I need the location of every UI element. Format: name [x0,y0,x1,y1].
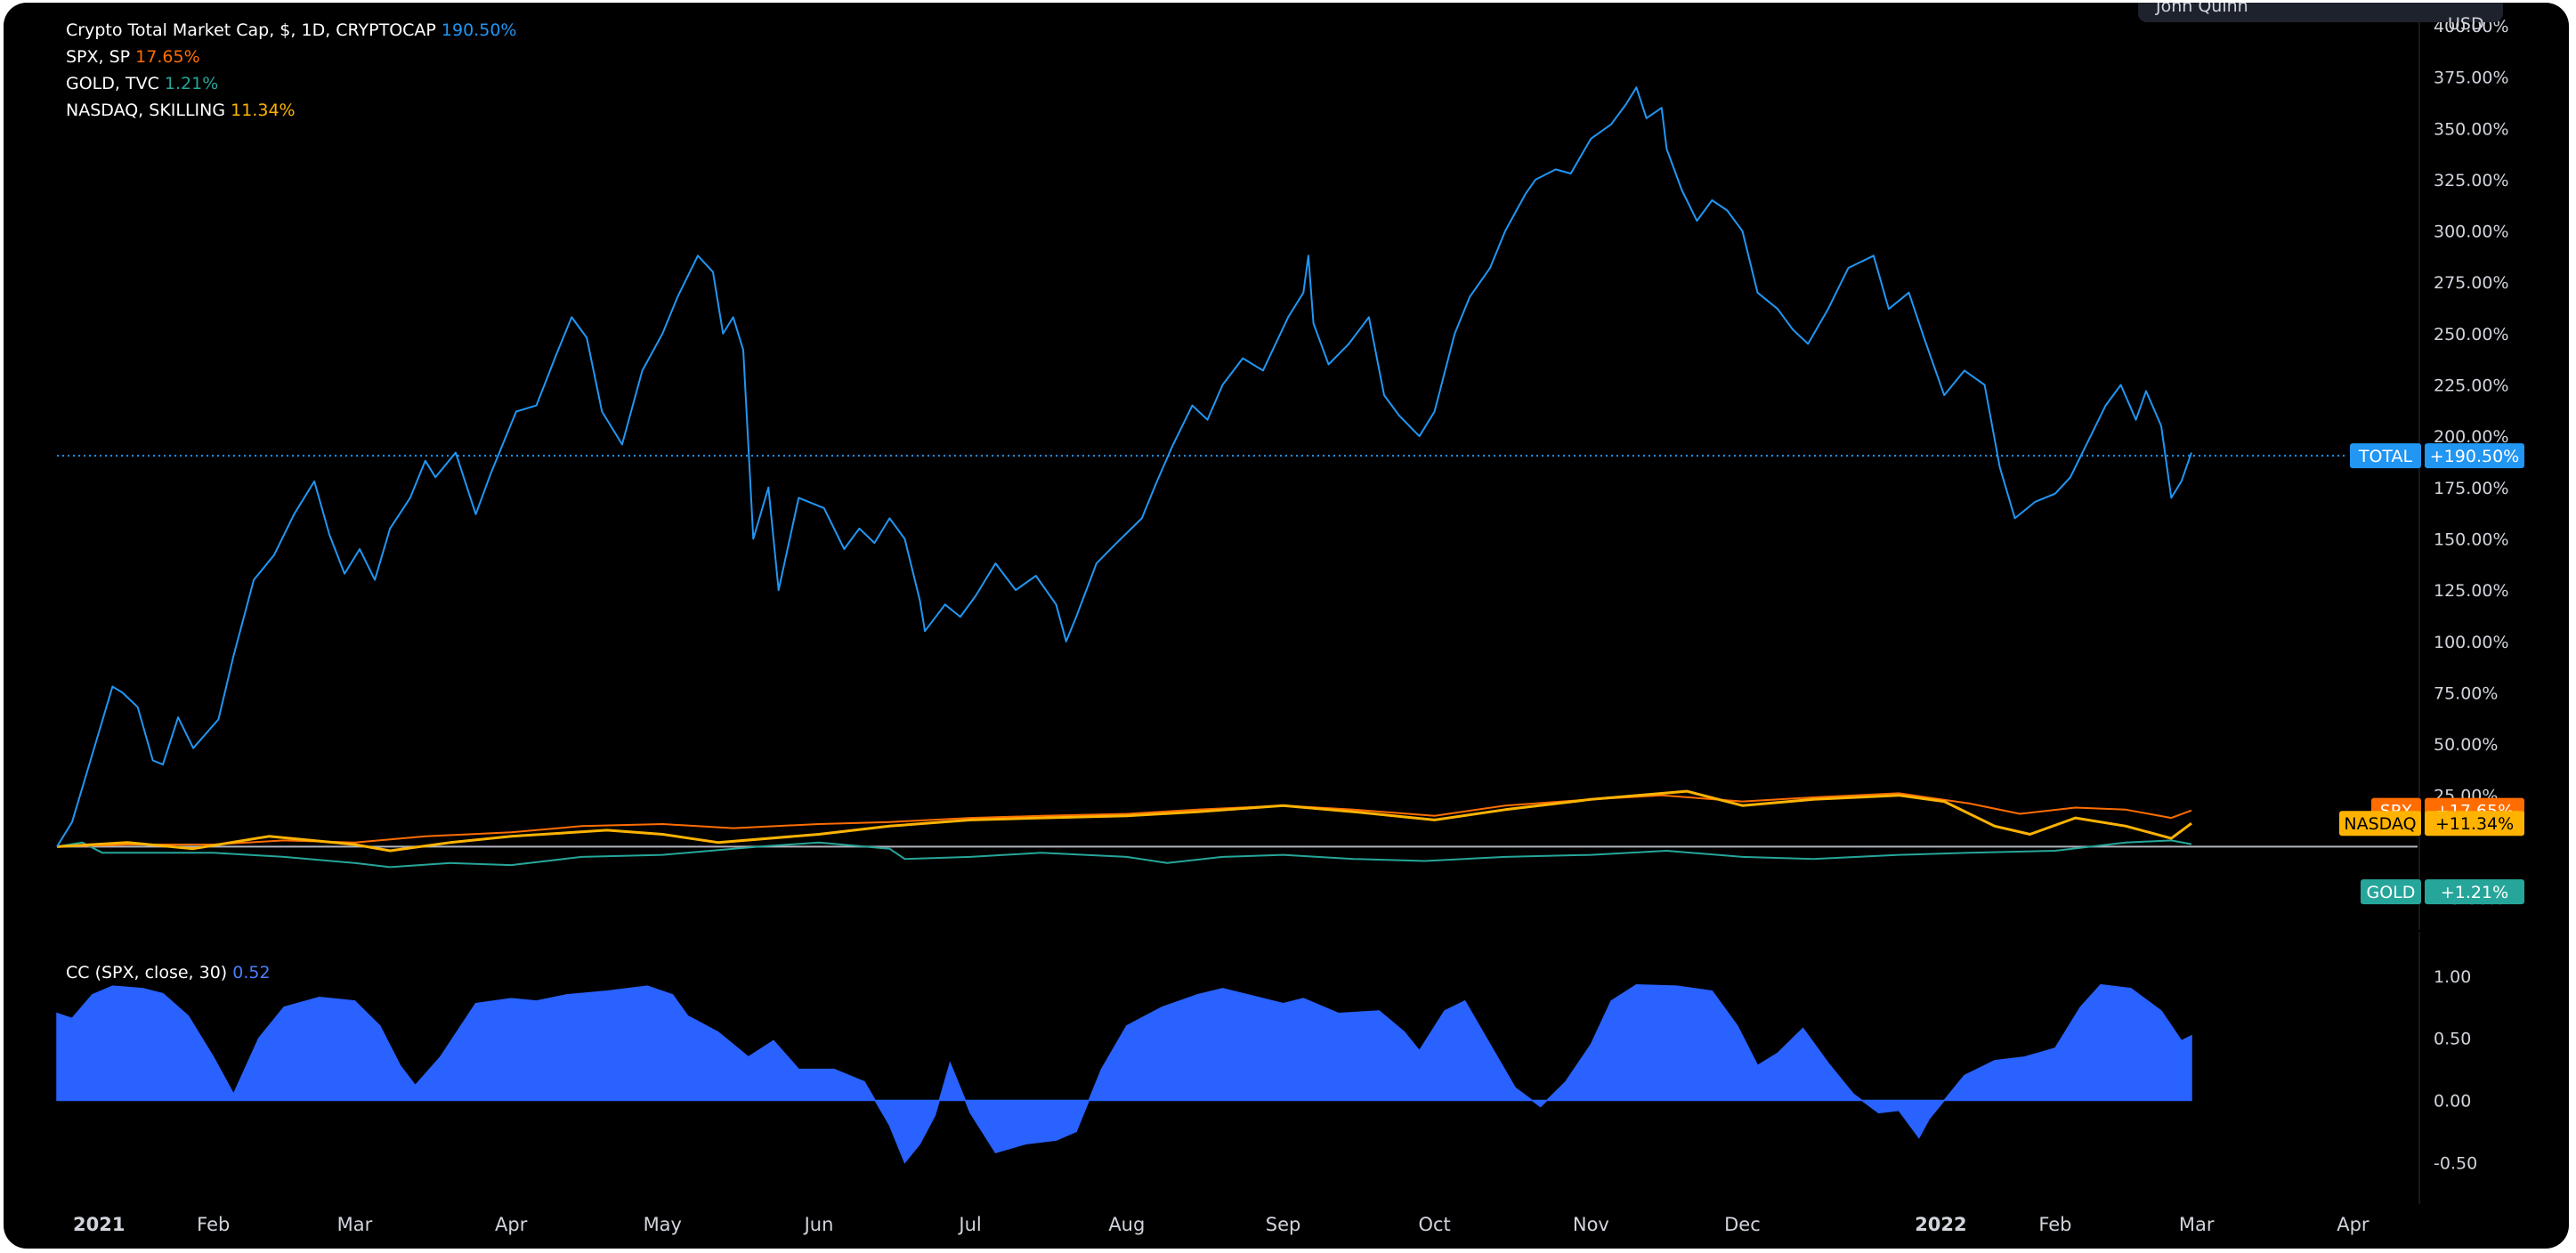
indicator-y-tick-label: 0.00 [2434,1091,2471,1111]
y-tick-label: 50.00% [2434,735,2498,755]
x-tick-label: Jul [957,1214,981,1235]
x-tick-label: Nov [1573,1214,1609,1235]
indicator-y-tick-label: 1.00 [2434,967,2471,987]
indicator-y-tick-label: 0.50 [2434,1030,2471,1049]
legend-value: 11.34% [231,101,295,120]
badge-label-bg [2339,811,2421,837]
y-tick-label: 150.00% [2434,529,2509,549]
indicator-y-tick-label: -0.50 [2434,1153,2477,1173]
legend-value: 190.50% [441,20,517,40]
badge-label-bg [2361,879,2421,905]
x-tick-label: Aug [1108,1214,1145,1235]
x-tick-label: 2022 [1915,1214,1966,1235]
badge-value-bg [2425,811,2524,837]
indicator-legend-value: 0.52 [232,963,270,982]
price-badge-total: TOTAL +190.50% [2350,443,2524,469]
x-tick-label: Mar [2179,1214,2215,1235]
y-tick-label: 225.00% [2434,376,2509,396]
legend-item[interactable]: NASDAQ, SKILLING 11.34% [66,101,296,120]
series-line-crypto-total-market-cap[interactable] [56,86,2192,847]
y-tick-label: 250.00% [2434,325,2509,344]
y-tick-label: 75.00% [2434,683,2498,703]
y-tick-label: 300.00% [2434,222,2509,242]
x-tick-label: Mar [337,1214,373,1235]
series-line-nasdaq[interactable] [56,789,2192,853]
indicator-legend[interactable]: CC (SPX, close, 30) 0.52 [66,963,271,982]
chart-window: 400.00% 375.00% 350.00% 325.00% 300.00% 275.0… [4,3,2569,1249]
x-tick-label: Apr [2337,1214,2369,1235]
y-tick-label: 125.00% [2434,581,2509,601]
y-tick-label: 375.00% [2434,69,2509,88]
legend-title: GOLD, TVC [66,74,165,93]
price-badge-gold: GOLD +1.21% [2361,879,2524,905]
x-tick-label: 2021 [73,1214,125,1235]
badge-label: NASDAQ [2344,814,2416,834]
user-pill-label: John Quinn [2155,3,2248,16]
badge-value-bg [2425,879,2524,905]
legend-item[interactable]: Crypto Total Market Cap, $, 1D, CRYPTOCA… [66,20,516,40]
legend-title: NASDAQ, SKILLING [66,101,231,120]
y-tick-label: 200.00% [2434,427,2509,447]
x-tick-label: Sep [1266,1214,1301,1235]
user-pill[interactable] [2138,3,2503,22]
x-tick-label: Dec [1724,1214,1761,1235]
x-tick-label: Apr [495,1214,528,1235]
x-tick-label: Feb [2038,1214,2071,1235]
badge-value: +11.34% [2435,814,2514,834]
legend-item[interactable]: SPX, SP 17.65% [66,47,200,67]
y-tick-label: 350.00% [2434,119,2509,139]
badge-value-bg [2425,443,2524,469]
y-tick-label: 275.00% [2434,273,2509,293]
badge-value: +190.50% [2430,447,2519,466]
indicator-legend-title: CC (SPX, close, 30) [66,963,232,982]
legend-title: SPX, SP [66,47,135,67]
chart-canvas[interactable]: 400.00%375.00%350.00%325.00%300.00%275.0… [4,3,2569,1249]
legend-value: 17.65% [135,47,199,67]
badge-label: GOLD [2367,883,2416,902]
currency-label: USD [2448,14,2484,34]
badge-label-bg [2350,443,2421,469]
badge-value: +1.21% [2441,883,2508,902]
correlation-area[interactable] [56,983,2192,1164]
legend-value: 1.21% [165,74,218,93]
series-line-spx[interactable] [56,792,2192,848]
price-badge-nasdaq: NASDAQ +11.34% [2339,811,2524,837]
y-tick-label: 100.00% [2434,633,2509,652]
legend-title: Crypto Total Market Cap, $, 1D, CRYPTOCA… [66,20,441,40]
x-tick-label: Feb [197,1214,230,1235]
y-tick-label: 325.00% [2434,171,2509,190]
x-tick-label: May [644,1214,682,1235]
x-tick-label: Jun [803,1214,834,1235]
series-line-gold[interactable] [56,839,2192,869]
legend-item[interactable]: GOLD, TVC 1.21% [66,74,218,93]
x-tick-label: Oct [1418,1214,1450,1235]
y-tick-label: 175.00% [2434,479,2509,498]
badge-label: TOTAL [2358,447,2413,466]
